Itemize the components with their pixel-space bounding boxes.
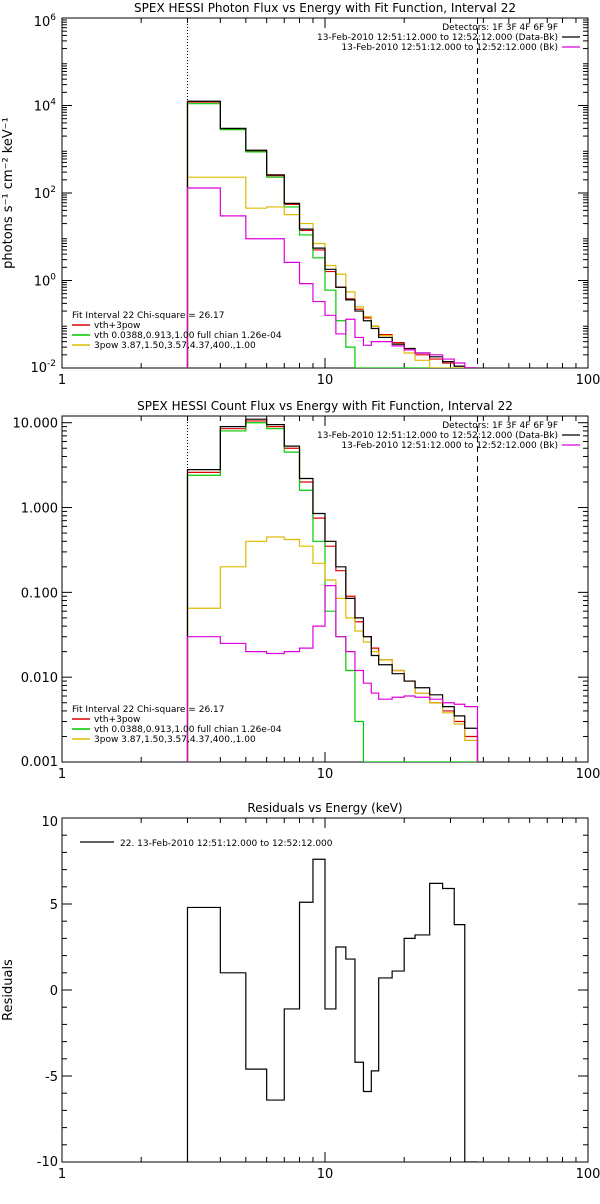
legend-label: vth+3pow (94, 321, 140, 331)
y-tick-label: 104 (34, 98, 57, 115)
x-tick-label: 1 (58, 373, 66, 388)
series-line (187, 859, 477, 1162)
y-tick-base: 10 (34, 15, 51, 30)
y-tick-label: 102 (34, 185, 56, 202)
y-tick-label: 5 (50, 898, 58, 913)
panel-1: SPEX HESSI Photon Flux vs Energy with Fi… (1, 1, 600, 388)
series-line (187, 419, 477, 762)
x-tick-label: 100 (576, 373, 600, 388)
y-tick-label: -10 (37, 1155, 58, 1170)
series-line (187, 101, 477, 368)
data-area (187, 859, 477, 1162)
y-tick-label: 0.010 (21, 671, 58, 686)
series-line (187, 421, 477, 762)
legend-title: Fit Interval 22 Chi-square = 26.17 (72, 705, 224, 715)
y-tick-label: 1.000 (21, 502, 58, 517)
x-tick-label: 10 (317, 373, 334, 388)
legend-label: vth 0.0388,0.913,1.00 full chian 1.26e-0… (94, 725, 282, 735)
header-text: 13-Feb-2010 12:51:12.000 to 12:52:12.000… (341, 441, 558, 451)
legend-label: 3pow 3.87,1.50,3.57,4.37,400.,1.00 (94, 341, 256, 351)
x-tick-label: 1 (58, 1167, 66, 1182)
legend-label: vth+3pow (94, 715, 140, 725)
chart-title: SPEX HESSI Photon Flux vs Energy with Fi… (134, 1, 516, 15)
y-tick-exp: 6 (50, 13, 56, 23)
legend-title: Fit Interval 22 Chi-square = 26.17 (72, 311, 224, 321)
y-tick-exp: 0 (50, 273, 56, 283)
y-tick-label: 10-2 (30, 359, 56, 376)
y-tick-base: 10 (34, 275, 51, 290)
y-tick-exp: 4 (50, 98, 56, 108)
y-tick-label: 10 (41, 815, 58, 830)
y-tick-exp: -2 (47, 359, 56, 369)
legend-label: 22. 13-Feb-2010 12:51:12.000 to 12:52:12… (120, 839, 333, 849)
header-text: 13-Feb-2010 12:51:12.000 to 12:52:12.000… (317, 431, 558, 441)
header-text: 13-Feb-2010 12:51:12.000 to 12:52:12.000… (341, 43, 558, 53)
y-tick-label: 0.100 (21, 586, 58, 601)
series-line (187, 102, 477, 368)
y-tick-base: 10 (34, 187, 51, 202)
x-tick-label: 10 (317, 1167, 334, 1182)
y-tick-exp: 2 (50, 185, 56, 195)
y-tick-label: 0.001 (21, 755, 58, 770)
y-tick-label: 106 (34, 13, 57, 30)
header-text: Detectors: 1F 3F 4F 6F 9F (442, 421, 558, 431)
x-tick-label: 10 (317, 767, 334, 782)
legend-label: 3pow 3.87,1.50,3.57,4.37,400.,1.00 (94, 735, 256, 745)
series-line (187, 104, 477, 368)
header-text: 13-Feb-2010 12:51:12.000 to 12:52:12.000… (317, 33, 558, 43)
y-axis-label: Residuals (1, 959, 16, 1021)
x-tick-label: 100 (576, 767, 600, 782)
series-line (187, 423, 477, 762)
chart-title: Residuals vs Energy (keV) (247, 801, 402, 815)
y-tick-base: 10 (34, 100, 51, 115)
data-area (187, 419, 477, 762)
panel-2: SPEX HESSI Count Flux vs Energy with Fit… (13, 399, 600, 782)
header-text: Detectors: 1F 3F 4F 6F 9F (442, 23, 558, 33)
data-area (187, 101, 477, 368)
y-tick-label: 0 (50, 984, 58, 999)
y-tick-label: 100 (34, 273, 57, 290)
legend-label: vth 0.0388,0.913,1.00 full chian 1.26e-0… (94, 331, 282, 341)
y-tick-label: 10.000 (13, 417, 59, 432)
x-tick-label: 1 (58, 767, 66, 782)
chart-title: SPEX HESSI Count Flux vs Energy with Fit… (137, 399, 513, 413)
x-tick-label: 100 (576, 1167, 600, 1182)
y-axis-label: photons s⁻¹ cm⁻² keV⁻¹ (1, 117, 16, 269)
y-tick-label: -5 (45, 1070, 58, 1085)
y-tick-base: 10 (30, 361, 47, 376)
panel-3: Residuals vs Energy (keV) 1 10 100 -10 -5 0 5 10… (1, 801, 600, 1182)
